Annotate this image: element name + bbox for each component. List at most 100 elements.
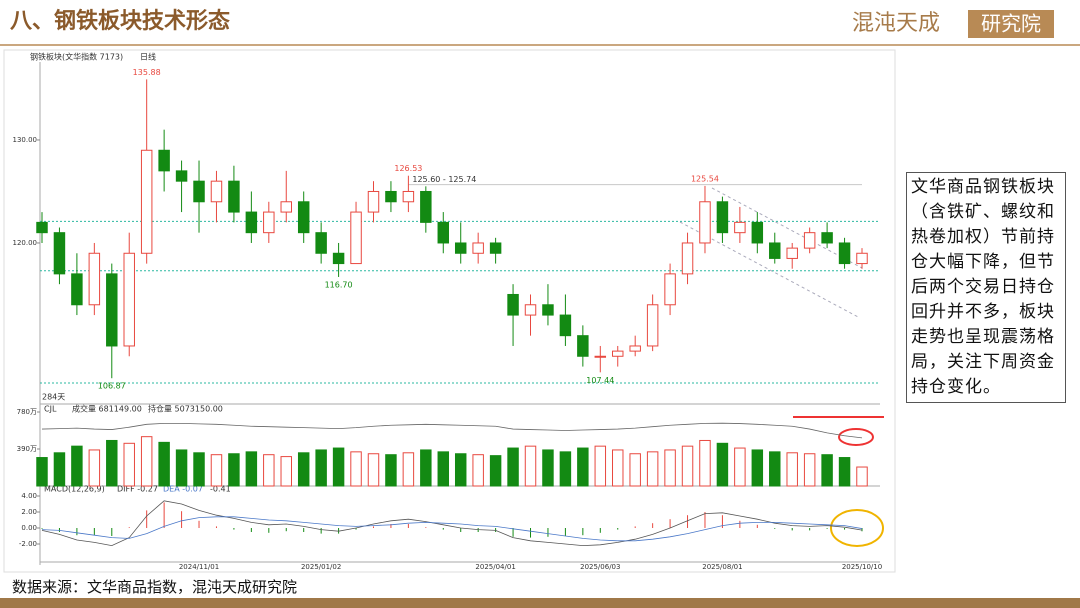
macd-bar: [111, 528, 113, 536]
volume-bar: [297, 452, 310, 487]
y-tick-label: 780万: [17, 408, 37, 416]
chart-frame: [3, 49, 896, 573]
candle-body: [577, 335, 589, 357]
macd-bar: [721, 515, 723, 528]
volume-bar: [385, 454, 397, 487]
volume-bar: [629, 453, 641, 487]
point-label: 135.88: [133, 68, 161, 77]
x-tick-label: 2025/01/02: [301, 563, 341, 571]
candle-body: [664, 273, 676, 306]
y-tick-label: -2.00: [19, 540, 37, 548]
volume-bar: [559, 451, 572, 487]
candle-body: [420, 190, 432, 223]
candle-body: [280, 201, 292, 213]
macd-name: MACD(12,26,9): [44, 485, 105, 494]
x-tick-label: 2025/04/01: [475, 563, 515, 571]
volume-bar: [53, 452, 66, 487]
volume-bar: [210, 454, 223, 487]
candle-body: [629, 345, 641, 352]
macd-bar: [791, 528, 793, 531]
candle-body: [821, 232, 833, 244]
candle-body: [524, 304, 537, 316]
volume-bar: [821, 454, 833, 487]
candle-body: [228, 180, 240, 213]
volume-bar: [437, 451, 450, 487]
macd-bar: [652, 523, 654, 528]
volume-bar: [350, 451, 362, 487]
diff-line: [41, 500, 863, 547]
volume-bar: [751, 449, 764, 487]
volume-bar: [681, 445, 694, 487]
candle-body: [263, 211, 275, 234]
candle-body: [210, 180, 223, 203]
candle-body: [53, 232, 66, 275]
volume-bar: [36, 457, 48, 487]
y-tick-label: 2.00: [21, 508, 37, 516]
candle-body: [88, 252, 101, 306]
candle-body: [507, 293, 519, 316]
candle-body: [681, 242, 694, 275]
volume-bar: [489, 455, 502, 487]
macd-bar: [617, 528, 619, 530]
y-tick-label: 390万: [17, 445, 37, 453]
candle-body: [350, 211, 362, 265]
volume-bar: [140, 436, 153, 487]
candle-body: [175, 170, 188, 182]
volume-bar: [454, 453, 467, 487]
channel-line: [679, 221, 861, 319]
volume-bar: [280, 456, 292, 487]
period: 日线: [140, 52, 156, 62]
candle-body: [542, 304, 554, 316]
candle-body: [612, 350, 624, 357]
macd-bar: [530, 528, 532, 538]
candle-body: [193, 180, 205, 203]
candle-body: [123, 252, 135, 347]
macd-bar: [442, 528, 444, 530]
macd-bar: [76, 528, 78, 536]
macd-bar: [390, 524, 392, 528]
x-tick-label: 2024/11/01: [179, 563, 219, 571]
macd-bar: [599, 528, 601, 533]
point-label: 107.44: [586, 376, 614, 385]
macd-bar: [268, 528, 270, 533]
macd-bar: [425, 527, 427, 528]
candle-body: [803, 232, 816, 249]
volume-bar: [786, 452, 798, 487]
candle-body: [594, 355, 607, 358]
x-tick-label: 2025/10/10: [842, 563, 882, 571]
volume-bar: [646, 451, 659, 487]
macd-bar: [233, 528, 235, 530]
volume-bar: [123, 442, 135, 487]
y-tick-label: 4.00: [21, 492, 37, 500]
candle-body: [71, 273, 83, 306]
macd-bar: [582, 528, 584, 536]
macd-bar: [774, 528, 776, 529]
diff-text: DIFF -0.27: [117, 485, 158, 494]
volume-bar: [577, 447, 589, 487]
volume-bar: [420, 449, 432, 487]
macd-bar: [355, 528, 357, 530]
volume-bar: [158, 441, 170, 487]
point-label: 125.54: [691, 174, 719, 183]
volume-bar: [542, 449, 554, 487]
macd-bar: [320, 528, 322, 534]
candle-body: [856, 252, 868, 265]
volume-bar: [88, 449, 101, 487]
source: 数据来源：文华商品指数，混沌天成研究院: [12, 578, 297, 596]
volume-bar: [472, 454, 484, 487]
slide-title: 八、钢铁板块技术形态: [10, 8, 230, 34]
volume-bar: [664, 449, 676, 487]
macd-bar: [547, 528, 549, 537]
macd-bar: [146, 510, 148, 528]
volume-bar: [594, 445, 607, 487]
highlight-circle: [830, 509, 884, 547]
macd-text: -0.41: [210, 485, 231, 494]
point-label: 116.70: [325, 280, 353, 289]
dea-line: [41, 516, 863, 542]
macd-bar: [303, 528, 305, 532]
macd-bar: [181, 511, 183, 528]
candle-body: [716, 201, 729, 234]
candle-body: [158, 149, 170, 172]
dea-text: DEA -0.07: [163, 485, 203, 494]
